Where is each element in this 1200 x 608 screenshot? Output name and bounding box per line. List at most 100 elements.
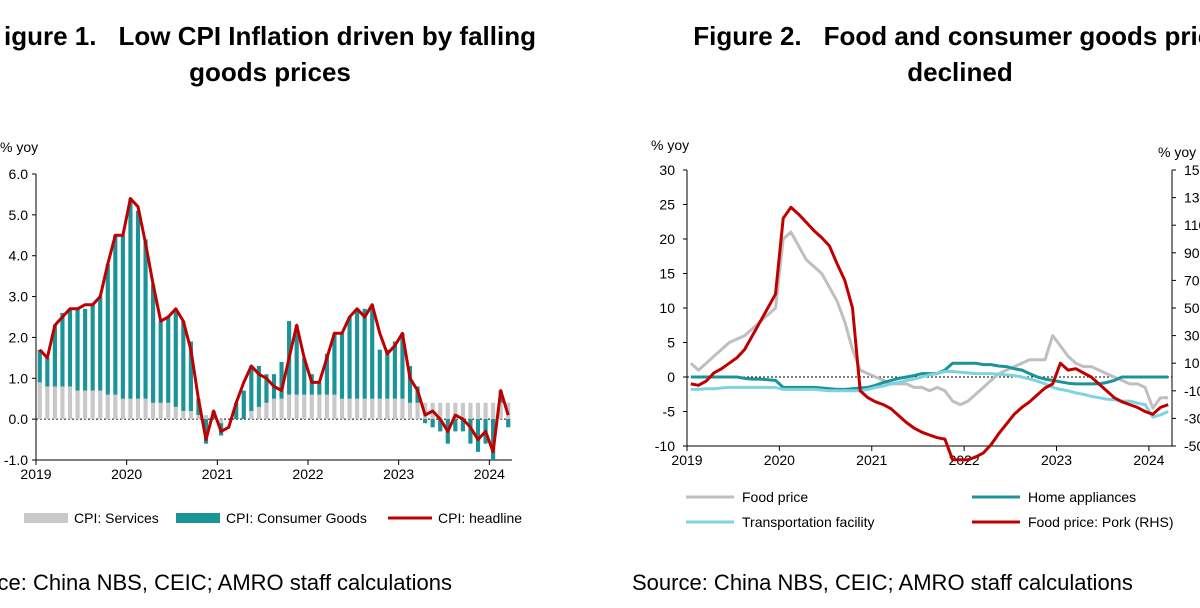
bar-services (370, 398, 375, 420)
bar-consumer-goods (98, 296, 103, 391)
y-tick-label: 2.0 (9, 329, 29, 345)
legend-label-services: CPI: Services (74, 510, 159, 526)
chart-1-cpi: -1.0 0.0 1.0 2.0 3.0 4.0 5.0 6.0 % yoy 2019 2020 20… (0, 139, 522, 526)
bar-services (279, 398, 284, 420)
y-tick-label: 0.0 (9, 411, 29, 427)
x-tick-label: 2024 (474, 466, 505, 482)
bar-services (339, 398, 345, 420)
bar-services (196, 415, 201, 420)
y-tick-label: -1.0 (4, 452, 28, 468)
bar-services (151, 402, 156, 420)
y-tick-label-left: 15 (659, 266, 675, 282)
y-tick-label-right: 90 (1184, 245, 1200, 261)
bar-consumer-goods (241, 390, 246, 420)
x-tick-label: 2019 (20, 466, 51, 482)
legend-label-food-price: Food price (742, 489, 808, 505)
bar-services (98, 390, 103, 420)
bar-services (309, 394, 314, 420)
bar-consumer-goods (120, 235, 125, 399)
figure-1-title-line2: goods prices (189, 57, 351, 87)
bar-services (37, 382, 42, 420)
bar-services (385, 398, 390, 420)
bar-consumer-goods (362, 308, 367, 399)
bar-services (264, 402, 269, 420)
bar-consumer-goods (453, 419, 458, 432)
y-tick-label-right: 70 (1184, 272, 1200, 288)
bar-consumer-goods (460, 419, 465, 432)
bar-services (453, 402, 458, 420)
y-axis-title-left: % yoy (651, 137, 689, 153)
y-tick-label: 1.0 (9, 370, 29, 386)
bar-services (45, 386, 50, 420)
bar-services (166, 402, 171, 420)
bar-consumer-goods (347, 317, 352, 399)
y-tick-label-right: -50 (1184, 438, 1200, 454)
bar-services (128, 398, 133, 420)
bar-consumer-goods (317, 382, 322, 395)
bar-services (415, 402, 420, 420)
bar-services (60, 386, 65, 420)
bar-consumer-goods (385, 349, 390, 399)
figure-2-number: Figure 2. (693, 21, 802, 51)
bar-consumer-goods (52, 325, 57, 387)
figure-2-title: Figure 2. Food and consumer goods price d… (630, 18, 1200, 90)
bar-services (173, 406, 178, 420)
bar-consumer-goods (143, 239, 148, 399)
bar-consumer-goods (135, 210, 141, 399)
bar-services (90, 390, 95, 420)
bar-consumer-goods (438, 419, 443, 432)
y-tick-label-left: -5 (663, 404, 676, 420)
bar-services (498, 402, 503, 420)
bar-services (362, 398, 367, 420)
bar-services (158, 402, 163, 420)
bar-consumer-goods (332, 333, 337, 395)
bar-services (120, 398, 125, 420)
bar-services (483, 402, 488, 420)
figure-2-title-line2: declined (907, 57, 1013, 87)
bar-services (83, 390, 88, 420)
x-tick-label: 2023 (383, 466, 414, 482)
bar-consumer-goods (309, 374, 314, 395)
bar-services (332, 394, 337, 420)
legend-swatch-services (24, 513, 68, 523)
bar-services (249, 410, 254, 420)
y-tick-label-left: -10 (655, 438, 675, 454)
bar-services (475, 402, 481, 420)
figure-1-source: urce: China NBS, CEIC; AMRO staff calcul… (0, 570, 452, 595)
bar-consumer-goods (468, 419, 473, 444)
bar-services (355, 398, 360, 420)
chart-2-prices: -10-5051015202530-50-30-1010305070901101… (0, 0, 1200, 560)
y-tick-label-left: 5 (667, 335, 675, 351)
bar-services (294, 394, 299, 420)
bar-services (468, 402, 473, 420)
figure-1-title: igure 1. Low CPI Inflation driven by fall… (0, 18, 580, 90)
y-tick-label: 5.0 (9, 207, 29, 223)
y-tick-label-left: 30 (659, 162, 675, 178)
bar-services (256, 406, 261, 420)
bar-services (113, 394, 118, 420)
bar-consumer-goods (400, 333, 405, 399)
y-tick-label: 3.0 (9, 289, 29, 305)
bar-consumer-goods (506, 419, 511, 428)
legend-label-headline: CPI: headline (438, 510, 522, 526)
x-tick-label: 2019 (671, 452, 702, 468)
x-tick-label: 2021 (856, 452, 887, 468)
x-tick-label: 2021 (202, 466, 233, 482)
bar-services (324, 394, 329, 420)
legend-label-pork: Food price: Pork (RHS) (1028, 514, 1173, 530)
bar-services (392, 398, 397, 420)
bar-consumer-goods (113, 235, 118, 395)
bar-services (491, 402, 496, 420)
bar-services (377, 398, 382, 420)
bar-services (67, 386, 73, 420)
figure-1-number: igure 1. (4, 21, 97, 51)
bar-consumer-goods (181, 321, 186, 411)
bar-consumer-goods (256, 366, 261, 407)
bar-consumer-goods (90, 304, 95, 391)
bar-services (287, 394, 292, 420)
bar-consumer-goods (67, 308, 73, 387)
bar-consumer-goods (60, 312, 65, 387)
bar-services (271, 398, 277, 420)
y-tick-label: 6.0 (9, 166, 29, 182)
bar-consumer-goods (166, 317, 171, 403)
